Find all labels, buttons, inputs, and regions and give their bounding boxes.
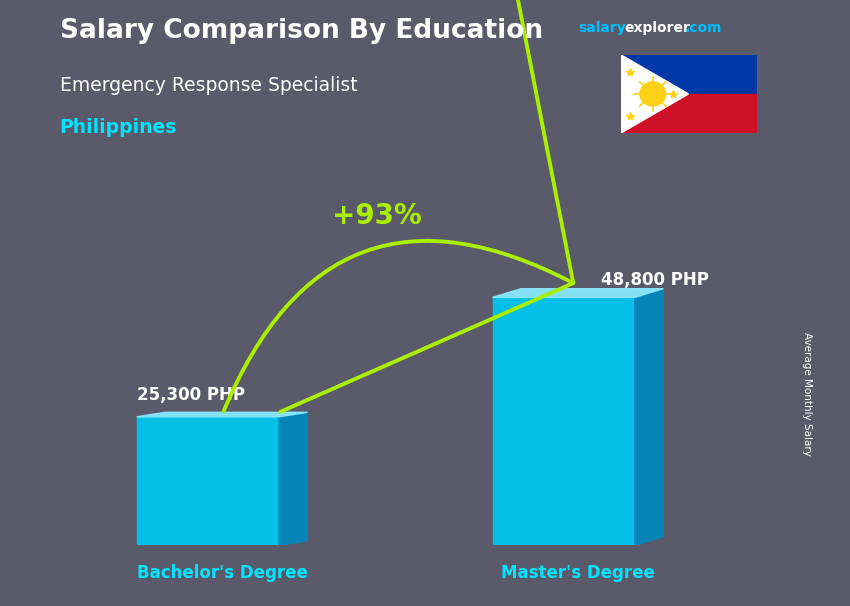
Bar: [492, 298, 635, 545]
Text: Average Monthly Salary: Average Monthly Salary: [802, 332, 813, 456]
Bar: [137, 417, 279, 545]
Text: Emergency Response Specialist: Emergency Response Specialist: [60, 76, 357, 95]
Bar: [620, 55, 756, 94]
Circle shape: [640, 82, 666, 106]
Polygon shape: [137, 412, 308, 417]
Text: Philippines: Philippines: [60, 118, 177, 137]
Polygon shape: [279, 412, 308, 545]
Text: +93%: +93%: [332, 202, 422, 230]
Text: .com: .com: [684, 21, 722, 35]
Text: Master's Degree: Master's Degree: [501, 564, 654, 582]
Text: explorer: explorer: [625, 21, 690, 35]
Polygon shape: [620, 55, 688, 133]
Bar: [620, 94, 756, 133]
Text: salary: salary: [578, 21, 626, 35]
Text: 25,300 PHP: 25,300 PHP: [137, 386, 245, 404]
Text: 48,800 PHP: 48,800 PHP: [601, 271, 709, 290]
Polygon shape: [635, 288, 663, 545]
Text: Salary Comparison By Education: Salary Comparison By Education: [60, 18, 542, 44]
FancyArrowPatch shape: [224, 0, 573, 412]
Polygon shape: [492, 288, 663, 298]
Text: Bachelor's Degree: Bachelor's Degree: [137, 564, 308, 582]
